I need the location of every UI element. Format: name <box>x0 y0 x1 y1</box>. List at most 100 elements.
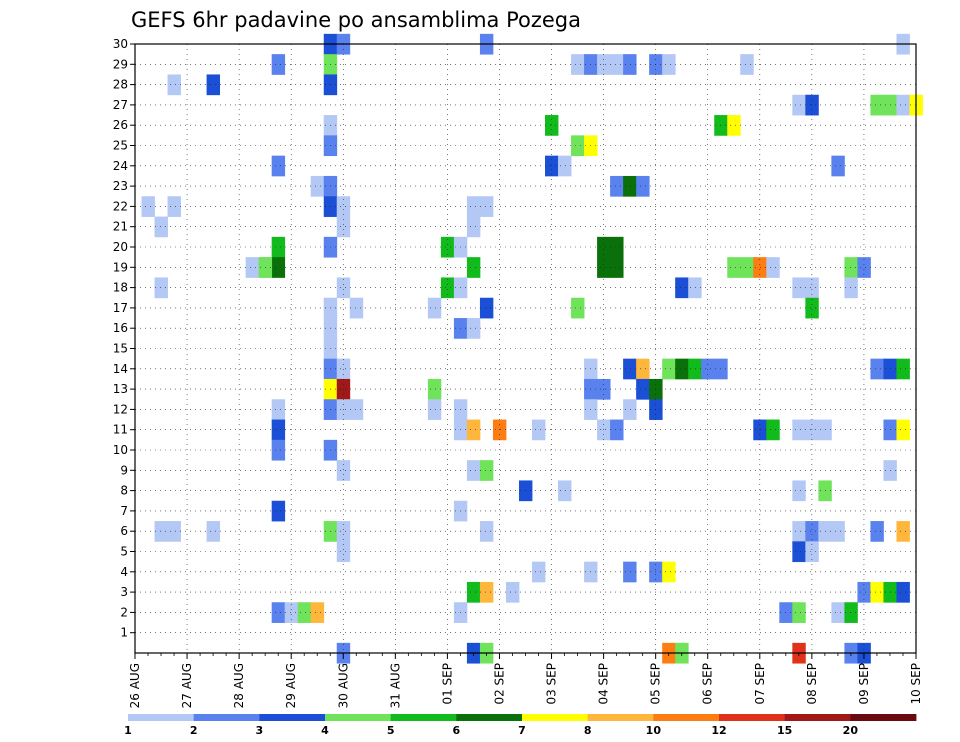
ensemble-cell <box>271 419 286 441</box>
ensemble-cell <box>271 399 286 420</box>
ensemble-cell <box>154 277 168 299</box>
ensemble-cell <box>532 419 546 441</box>
ensemble-cell <box>479 521 494 542</box>
y-tick-label: 10 <box>113 443 128 457</box>
x-tick-label: 09 SEP <box>857 663 871 705</box>
ensemble-cell <box>805 521 819 542</box>
colorbar-swatch <box>850 714 917 721</box>
ensemble-cell <box>154 521 168 542</box>
ensemble-cell <box>870 581 884 603</box>
colorbar-label: 15 <box>777 724 792 737</box>
ensemble-cell <box>271 257 286 278</box>
y-tick-label: 22 <box>113 199 128 213</box>
ensemble-cell <box>844 602 858 623</box>
ensemble-cell <box>349 297 364 319</box>
y-tick-label: 8 <box>120 484 128 498</box>
ensemble-cell <box>545 115 559 136</box>
ensemble-cell <box>336 216 351 238</box>
x-tick-label: 05 SEP <box>649 663 663 705</box>
ensemble-cell <box>271 155 286 177</box>
colorbar-label: 6 <box>453 724 461 737</box>
ensemble-cell <box>154 216 168 238</box>
colorbar-swatch <box>193 714 260 721</box>
colorbar-label: 12 <box>711 724 726 737</box>
ensemble-cell <box>206 521 221 542</box>
ensemble-cell <box>831 602 845 623</box>
ensemble-cell <box>336 521 351 542</box>
ensemble-cell <box>336 277 351 299</box>
x-axis: 26 AUG 27 AUG 28 AUG 29 AUG 30 AUG 31 AUG 01 S… <box>128 653 923 708</box>
y-tick-label: 25 <box>113 139 128 153</box>
ensemble-cell <box>610 419 624 441</box>
colorbar-label: 20 <box>843 724 859 737</box>
ensemble-cell <box>792 541 806 563</box>
ensemble-cell <box>206 74 221 96</box>
colorbar-swatch <box>719 714 786 721</box>
colorbar-swatch <box>456 714 523 721</box>
ensemble-cell <box>167 521 181 542</box>
ensemble-cell <box>571 54 585 75</box>
ensemble-cell <box>896 94 910 116</box>
ensemble-cell <box>792 602 806 623</box>
ensemble-cell <box>792 419 806 441</box>
x-tick-label: 29 AUG <box>284 663 298 708</box>
ensemble-cell <box>636 175 650 197</box>
grid-lines <box>135 44 916 653</box>
colorbar-label: 2 <box>190 724 198 737</box>
ensemble-cell <box>688 277 702 299</box>
y-tick-label: 28 <box>113 78 128 92</box>
ensemble-cell <box>623 358 637 380</box>
y-tick-label: 3 <box>120 585 128 599</box>
ensemble-cell <box>623 399 637 420</box>
ensemble-cell <box>558 480 572 502</box>
colorbar-label: 4 <box>321 724 329 737</box>
colorbar-label: 7 <box>518 724 526 737</box>
y-axis: 1234567891011121314151617181920212223242… <box>113 37 135 640</box>
ensemble-cell <box>870 521 884 542</box>
ensemble-cell <box>336 196 351 217</box>
ensemble-cell <box>831 521 845 542</box>
ensemble-cell <box>766 419 780 441</box>
ensemble-cell <box>896 419 910 441</box>
ensemble-cell <box>896 581 910 603</box>
ensemble-cell <box>766 257 780 278</box>
y-tick-label: 4 <box>120 565 128 579</box>
ensemble-cell <box>844 277 858 299</box>
ensemble-cell <box>271 500 286 522</box>
ensemble-cell <box>662 358 676 380</box>
ensemble-cell <box>805 541 819 563</box>
y-tick-label: 21 <box>113 220 128 234</box>
y-tick-label: 19 <box>113 260 128 274</box>
ensemble-cell <box>466 318 481 339</box>
y-tick-label: 1 <box>120 626 128 640</box>
ensemble-cell <box>284 602 299 623</box>
ensemble-cell <box>675 277 689 299</box>
ensemble-cell <box>857 581 871 603</box>
ensemble-cell <box>805 297 819 319</box>
colorbar-swatch <box>259 714 326 721</box>
y-tick-label: 11 <box>113 423 128 437</box>
ensemble-cell <box>597 257 611 278</box>
ensemble-cell <box>245 257 260 278</box>
ensemble-cell <box>662 561 676 583</box>
ensemble-cell <box>636 358 650 380</box>
ensemble-cell <box>805 94 819 116</box>
colorbar-swatch <box>784 714 851 721</box>
y-tick-label: 6 <box>120 524 128 538</box>
ensemble-cell <box>466 419 481 441</box>
ensemble-cell <box>479 297 494 319</box>
ensemble-cell <box>167 196 181 217</box>
ensemble-cell <box>857 257 871 278</box>
x-tick-label: 01 SEP <box>440 663 454 705</box>
ensemble-cell <box>610 175 624 197</box>
colorbar-swatch <box>522 714 589 721</box>
x-tick-label: 31 AUG <box>388 663 402 708</box>
ensemble-cell <box>479 460 494 481</box>
ensemble-cell <box>440 277 455 299</box>
ensemble-cell <box>610 236 624 258</box>
ensemble-cell <box>896 521 910 542</box>
colorbar-swatch <box>325 714 392 721</box>
ensemble-cell <box>792 521 806 542</box>
ensemble-cell <box>623 561 637 583</box>
